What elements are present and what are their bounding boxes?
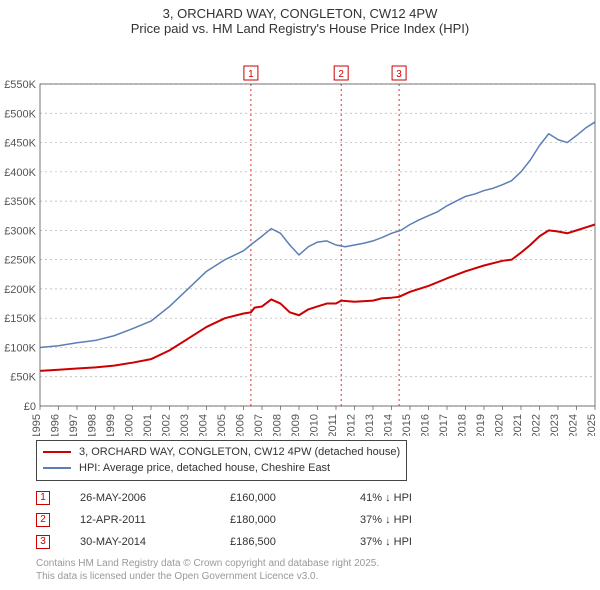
svg-text:2016: 2016 [420,414,432,436]
legend-label: 3, ORCHARD WAY, CONGLETON, CW12 4PW (det… [79,444,400,460]
svg-text:2008: 2008 [272,414,284,436]
svg-text:£200K: £200K [4,284,36,296]
svg-text:£350K: £350K [4,196,36,208]
svg-text:1996: 1996 [50,414,62,436]
svg-text:2003: 2003 [179,414,191,436]
svg-text:2017: 2017 [438,414,450,436]
legend-swatch [43,467,71,469]
svg-text:£250K: £250K [4,255,36,267]
markers-table: 1 26-MAY-2006 £160,000 41% ↓ HPI 2 12-APR-201… [36,487,580,553]
marker-row: 2 12-APR-2011 £180,000 37% ↓ HPI [36,509,580,531]
svg-text:2018: 2018 [457,414,469,436]
marker-price: £180,000 [230,509,330,531]
svg-text:2023: 2023 [549,414,561,436]
svg-text:£550K: £550K [4,79,36,91]
footer-attribution: Contains HM Land Registry data © Crown c… [36,557,580,583]
svg-text:£450K: £450K [4,138,36,150]
svg-text:£400K: £400K [4,167,36,179]
svg-text:2002: 2002 [161,414,173,436]
svg-text:£500K: £500K [4,108,36,120]
marker-number-box: 2 [36,513,50,527]
marker-number-box: 3 [36,535,50,549]
legend-row: 3, ORCHARD WAY, CONGLETON, CW12 4PW (det… [43,444,400,460]
svg-text:1: 1 [248,69,254,80]
svg-text:2009: 2009 [290,414,302,436]
svg-text:£0: £0 [24,401,36,413]
legend-row: HPI: Average price, detached house, Ches… [43,460,400,476]
legend: 3, ORCHARD WAY, CONGLETON, CW12 4PW (det… [36,440,407,481]
marker-price: £160,000 [230,487,330,509]
svg-text:2005: 2005 [216,414,228,436]
svg-text:2024: 2024 [568,414,580,436]
svg-text:2014: 2014 [383,414,395,436]
marker-row: 1 26-MAY-2006 £160,000 41% ↓ HPI [36,487,580,509]
svg-text:2019: 2019 [475,414,487,436]
svg-text:1999: 1999 [105,414,117,436]
title-line-1: 3, ORCHARD WAY, CONGLETON, CW12 4PW [0,6,600,21]
marker-date: 30-MAY-2014 [80,531,200,553]
svg-text:£50K: £50K [10,372,36,384]
marker-date: 12-APR-2011 [80,509,200,531]
svg-text:2015: 2015 [401,414,413,436]
svg-text:2001: 2001 [142,414,154,436]
marker-price: £186,500 [230,531,330,553]
marker-pct: 37% ↓ HPI [360,509,440,531]
line-chart: £0 £50K £100K £150K £200K £250K £300K £350K £400… [0,36,600,436]
marker-pct: 41% ↓ HPI [360,487,440,509]
svg-text:2022: 2022 [531,414,543,436]
svg-text:2004: 2004 [198,414,210,436]
marker-number-box: 1 [36,491,50,505]
svg-text:2013: 2013 [364,414,376,436]
footer-line-2: This data is licensed under the Open Gov… [36,570,580,583]
svg-text:2007: 2007 [253,414,265,436]
svg-text:2011: 2011 [327,414,339,436]
svg-text:2020: 2020 [494,414,506,436]
svg-text:2000: 2000 [124,414,136,436]
svg-text:£150K: £150K [4,313,36,325]
legend-swatch [43,451,71,453]
marker-pct: 37% ↓ HPI [360,531,440,553]
svg-text:£100K: £100K [4,342,36,354]
svg-text:3: 3 [396,69,402,80]
svg-text:2010: 2010 [309,414,321,436]
svg-text:2: 2 [338,69,344,80]
marker-row: 3 30-MAY-2014 £186,500 37% ↓ HPI [36,531,580,553]
marker-date: 26-MAY-2006 [80,487,200,509]
svg-text:2021: 2021 [512,414,524,436]
chart-container: 3, ORCHARD WAY, CONGLETON, CW12 4PW Pric… [0,0,600,583]
svg-text:2012: 2012 [346,414,358,436]
svg-text:1997: 1997 [68,414,80,436]
footer-line-1: Contains HM Land Registry data © Crown c… [36,557,580,570]
legend-label: HPI: Average price, detached house, Ches… [79,460,330,476]
chart-titles: 3, ORCHARD WAY, CONGLETON, CW12 4PW Pric… [0,0,600,36]
svg-text:£300K: £300K [4,225,36,237]
svg-text:1998: 1998 [87,414,99,436]
svg-text:2025: 2025 [586,414,598,436]
title-line-2: Price paid vs. HM Land Registry's House … [0,21,600,36]
svg-text:2006: 2006 [235,414,247,436]
svg-text:1995: 1995 [31,414,43,436]
